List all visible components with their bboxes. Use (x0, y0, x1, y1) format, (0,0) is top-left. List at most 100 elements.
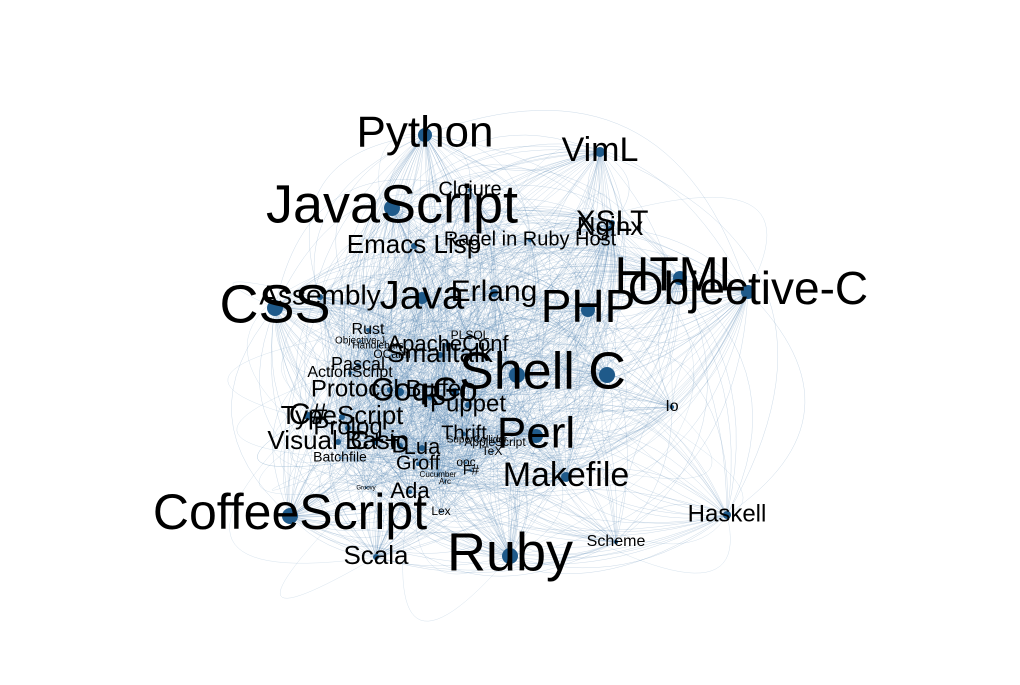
edge-objc-perl (535, 291, 749, 440)
edge-typescript-fsharp (341, 416, 472, 483)
edge-plsql-applescript (469, 335, 497, 444)
edge-css-io (274, 307, 673, 413)
edge-objc-rust (367, 291, 749, 389)
edge-xslt-r (429, 222, 613, 398)
edge-protobuf-groovy (365, 389, 407, 489)
edge-elisp-assembly (319, 237, 415, 298)
node-fsharp (470, 470, 472, 472)
edge-xslt-html (611, 222, 681, 281)
edge-apacheconf-visualbasic (337, 344, 449, 443)
edge-nginx-protobuf (389, 227, 611, 400)
edge-perl-ada (409, 426, 537, 493)
node-coq (396, 388, 404, 396)
edge-html-smalltalk (439, 238, 681, 356)
edge-handlebars-ada (367, 345, 411, 493)
edge-arc-supercollider-clojure (409, 182, 478, 441)
edge-smalltalk-lua (421, 354, 454, 449)
edge-vim-clojure (469, 150, 601, 191)
edge-puppet-scheme (467, 404, 617, 543)
edge-css-ocaml (274, 296, 393, 356)
edge-groovy-haskell (365, 487, 728, 531)
edge-elisp-smalltalk (413, 245, 443, 356)
edge-ragel-applescript (494, 239, 561, 444)
edge-vim-io (592, 151, 673, 408)
edge-python-rust (335, 134, 426, 331)
edge-elisp-css (274, 245, 415, 310)
edge-python-java (393, 134, 426, 299)
edge-python-objc (424, 110, 749, 293)
edge-go-cucumber (437, 391, 458, 476)
edge-java-go (421, 297, 471, 393)
node-ooc (465, 462, 467, 464)
edge-python-php (424, 134, 589, 311)
edge-css-actionscript (274, 307, 351, 376)
edge-xslt-applescript (494, 222, 613, 444)
edge-io-coffeescript (289, 388, 673, 517)
edge-js-prolog (347, 207, 415, 429)
edge-js-nginx (391, 164, 611, 229)
edge-ocaml-fsharp (387, 354, 472, 472)
node-label-erlang: Erlang (451, 275, 538, 308)
edge-plsql-ada (409, 335, 474, 493)
edge-io-prolog (347, 406, 673, 473)
edge-ooc-ruby (454, 462, 511, 557)
edge-d-arc (399, 445, 446, 483)
edge-java-plsql (421, 297, 471, 337)
edge-js-fsharp (391, 207, 480, 472)
edge-html-pascal (357, 246, 681, 366)
edge-html-haskell (679, 277, 753, 516)
edge-thrift-perl (463, 433, 537, 442)
edge-supercollider-scala (375, 439, 478, 558)
edge-assembly-typescript (319, 296, 359, 418)
edge-objc-supercollider (476, 281, 749, 441)
node-shell (509, 367, 525, 383)
edge-java-tex (406, 297, 493, 453)
edge-apacheconf-pascal (357, 342, 449, 366)
edge-objc-visualbasic (337, 291, 749, 480)
edge-erlang-pascal (357, 292, 495, 366)
edge-html-php (587, 277, 681, 317)
edge-assembly-applescript (319, 296, 496, 444)
edge-vim-d (394, 151, 601, 447)
edge-csharp-groff (307, 415, 419, 465)
edge-html-ada (409, 277, 681, 494)
node-haskell (723, 511, 731, 519)
edge-thrift-makefile (463, 433, 567, 492)
edge-objj-makefile (359, 340, 567, 478)
edge-r-puppet (429, 396, 469, 406)
node-assembly (317, 294, 323, 300)
edge-html-coffeescript (289, 277, 681, 517)
edge-actionscript-applescript (349, 372, 496, 446)
edge-applescript-arc (444, 442, 496, 483)
edge-visualbasic-ada (337, 441, 411, 495)
edge-arc-haskell (444, 408, 728, 516)
edge-vim-groff (409, 151, 601, 465)
node-label-coq: Coq (371, 371, 430, 407)
edge-elisp-r (380, 245, 431, 398)
edge-php-tex (491, 309, 589, 453)
edge-vim-go (440, 151, 601, 393)
edge-ooc-fsharp (465, 462, 472, 472)
edge-clojure-shell (464, 189, 518, 376)
edge-rust-ooc (367, 329, 467, 464)
node-label-csharp: C# (289, 398, 328, 431)
edge-fsharp-groovy (365, 459, 472, 489)
edge-cucumber-scala (375, 474, 439, 558)
edge-nginx-prolog (347, 227, 611, 430)
edge-d-coffeescript (289, 445, 401, 525)
edge-r-thrift (429, 396, 465, 435)
edge-go-prolog (347, 391, 456, 444)
edge-go-tex (452, 391, 493, 453)
edge-xslt-smalltalk (439, 222, 613, 360)
edge-groff-makefile (417, 429, 567, 478)
node-go (451, 388, 459, 396)
edge-protobuf-typescript (341, 387, 391, 418)
edge-html-d (399, 277, 681, 447)
edge-smalltalk-ooc (438, 354, 467, 464)
edge-makefile-haskell (565, 468, 728, 516)
edge-elisp-arc (413, 245, 475, 483)
edge-coffeescript-ruby (289, 515, 511, 567)
edge-tex-makefile (491, 444, 567, 478)
edge-objj-lua (359, 340, 425, 449)
edge-actionscript-io (349, 317, 673, 408)
